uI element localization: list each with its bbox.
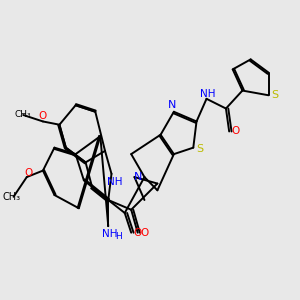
Text: O: O xyxy=(232,127,240,136)
Text: NH: NH xyxy=(200,89,216,99)
Text: N: N xyxy=(168,100,177,110)
Text: O: O xyxy=(134,228,142,238)
Text: O: O xyxy=(24,168,32,178)
Text: NH: NH xyxy=(107,177,122,187)
Text: CH₃: CH₃ xyxy=(15,110,31,119)
Text: O: O xyxy=(39,111,47,121)
Text: S: S xyxy=(272,90,279,100)
Text: N: N xyxy=(134,172,142,182)
Text: CH₃: CH₃ xyxy=(3,192,21,202)
Text: H: H xyxy=(115,232,122,241)
Text: S: S xyxy=(196,144,203,154)
Text: NH: NH xyxy=(102,229,118,238)
Text: O: O xyxy=(140,228,148,238)
